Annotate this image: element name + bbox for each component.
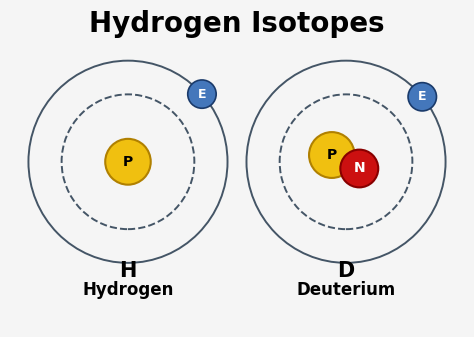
Text: Hydrogen: Hydrogen xyxy=(82,281,173,299)
Ellipse shape xyxy=(309,132,355,178)
Text: P: P xyxy=(327,148,337,162)
Text: N: N xyxy=(354,161,365,176)
Text: D: D xyxy=(337,261,355,281)
Text: H: H xyxy=(119,261,137,281)
Text: P: P xyxy=(123,155,133,169)
Ellipse shape xyxy=(188,80,216,108)
Text: E: E xyxy=(418,90,427,103)
Ellipse shape xyxy=(105,139,151,185)
Text: Deuterium: Deuterium xyxy=(296,281,396,299)
Text: E: E xyxy=(198,88,206,101)
Text: Hydrogen Isotopes: Hydrogen Isotopes xyxy=(89,10,385,38)
Ellipse shape xyxy=(408,83,437,111)
Ellipse shape xyxy=(340,150,378,187)
